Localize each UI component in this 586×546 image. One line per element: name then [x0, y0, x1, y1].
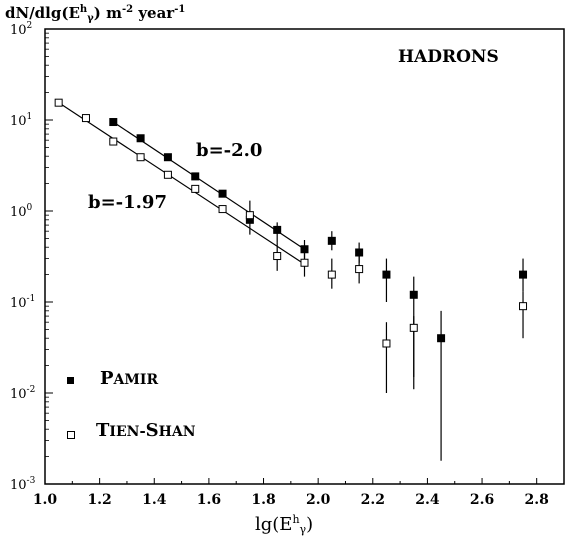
point-tienshan	[409, 323, 418, 332]
x-axis: 1.0 1.2 1.4 1.6 1.8 2.0 2.2 2.4 2.6 2.8	[33, 478, 549, 508]
y-tick-label: 10-3	[10, 476, 36, 493]
point-pamir	[163, 153, 172, 162]
point-tienshan	[218, 205, 227, 214]
point-pamir	[409, 290, 418, 299]
x-tick-label: 2.2	[361, 492, 385, 508]
y-tick-label: 100	[10, 203, 33, 220]
hadrons-annotation: HADRONS	[398, 47, 499, 67]
point-pamir	[382, 270, 391, 279]
point-pamir	[437, 334, 446, 343]
x-tick-label: 1.2	[87, 492, 111, 508]
fit-line-0	[112, 121, 305, 250]
legend-label-pamir: PAMIR	[100, 368, 158, 389]
point-tienshan	[273, 252, 282, 261]
point-tienshan	[519, 302, 528, 311]
x-tick-label: 2.6	[470, 492, 494, 508]
x-tick-label: 1.8	[251, 492, 275, 508]
point-tienshan	[136, 153, 145, 162]
point-tienshan	[382, 339, 391, 348]
legend-marker-pamir	[67, 377, 74, 384]
y-tick-label: 10-1	[10, 294, 35, 311]
point-tienshan	[163, 170, 172, 179]
point-pamir	[273, 225, 282, 234]
fit-lines	[58, 102, 305, 265]
point-pamir	[191, 172, 200, 181]
point-tienshan	[245, 211, 254, 220]
data-points	[54, 98, 528, 461]
point-tienshan	[327, 270, 336, 279]
fit-label-tienshan: b=-1.97	[88, 192, 167, 213]
point-pamir	[519, 270, 528, 279]
point-pamir	[327, 236, 336, 245]
point-pamir	[218, 189, 227, 198]
point-tienshan	[355, 265, 364, 274]
x-tick-label: 2.4	[415, 492, 440, 508]
y-tick-label: 101	[10, 112, 32, 129]
fit-line-1	[58, 102, 305, 265]
fit-label-pamir: b=-2.0	[196, 140, 262, 161]
legend-marker-tienshan	[67, 431, 75, 439]
point-pamir	[109, 118, 118, 127]
point-tienshan	[109, 137, 118, 146]
point-pamir	[136, 134, 145, 143]
point-pamir	[355, 248, 364, 257]
y-tick-label: 102	[10, 21, 32, 38]
plot-border	[44, 28, 565, 485]
point-tienshan	[54, 98, 63, 107]
x-tick-label: 1.4	[142, 492, 167, 508]
x-tick-label: 1.6	[197, 492, 221, 508]
x-tick-label: 2.8	[525, 492, 549, 508]
y-tick-label: 10-2	[10, 385, 35, 402]
point-tienshan	[300, 258, 309, 267]
legend-label-tienshan: TIEN-SHAN	[96, 420, 196, 441]
x-axis-title: lg(Ehγ)	[255, 513, 313, 536]
y-axis-title: dN/dlg(Ehγ) m-2 year-1	[5, 4, 185, 24]
x-tick-label: 2.0	[306, 492, 331, 508]
y-axis: 10-3 10-2 10-1 100 101 102	[10, 21, 53, 493]
plot-frame	[44, 28, 565, 485]
point-tienshan	[81, 114, 90, 123]
point-tienshan	[191, 184, 200, 193]
legend: PAMIR TIEN-SHAN	[67, 368, 196, 441]
x-tick-label: 1.0	[33, 492, 58, 508]
